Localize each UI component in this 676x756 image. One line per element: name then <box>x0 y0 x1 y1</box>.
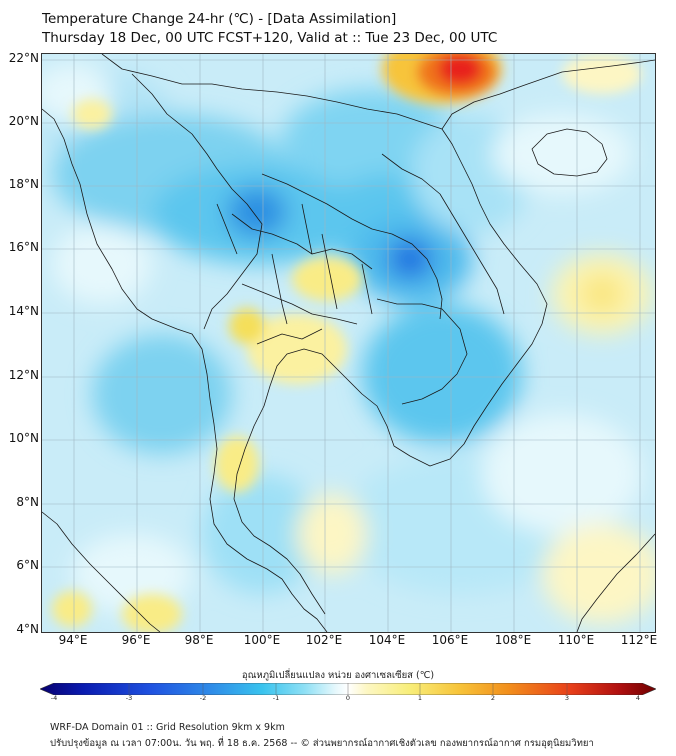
colorbar-tick: -2 <box>199 694 207 702</box>
colorbar-tick: 3 <box>564 694 570 702</box>
colorbar-tick: -4 <box>50 694 58 702</box>
coastline-sumatra <box>42 511 161 632</box>
colorbar-tick: 1 <box>417 694 423 702</box>
border-china <box>101 54 443 130</box>
lon-label-96e: 96°E <box>121 633 151 647</box>
lat-label-16n: 16°N <box>8 240 39 254</box>
lon-label-98e: 98°E <box>184 633 214 647</box>
map-title: Temperature Change 24-hr (℃) - [Data Ass… <box>42 11 397 27</box>
colorbar-tick: 2 <box>490 694 496 702</box>
graticule <box>42 54 655 632</box>
border-myanmar <box>131 73 263 330</box>
lat-label-18n: 18°N <box>8 177 39 191</box>
map-canvas <box>42 54 655 632</box>
footer-credit: ปรับปรุงข้อมูล ณ เวลา 07:00น. วัน พฤ. ที… <box>50 738 594 749</box>
colorbar-tick: 0 <box>345 694 351 702</box>
colorbar-title: อุณหภูมิเปลี่ยนแปลง หน่วย องศาเซลเซียส (… <box>241 670 435 681</box>
border-laos <box>261 173 443 320</box>
lat-label-10n: 10°N <box>8 431 39 445</box>
border-vietnam <box>381 153 505 315</box>
map-subtitle: Thursday 18 Dec, 00 UTC FCST+120, Valid … <box>42 30 498 46</box>
lon-label-110e: 110°E <box>557 633 595 647</box>
lat-label-22n: 22°N <box>8 51 39 65</box>
thai-provinces <box>216 203 373 345</box>
lon-label-104e: 104°E <box>368 633 406 647</box>
colorbar-tick: 4 <box>635 694 641 702</box>
lat-label-14n: 14°N <box>8 304 39 318</box>
colorbar <box>39 680 657 696</box>
border-cambodia <box>376 298 468 405</box>
coastline-mainland <box>42 59 655 632</box>
lon-label-108e: 108°E <box>494 633 532 647</box>
lon-label-112e: 112°E <box>620 633 658 647</box>
lat-label-6n: 6°N <box>16 558 39 572</box>
lon-label-106e: 106°E <box>431 633 469 647</box>
lon-label-94e: 94°E <box>58 633 88 647</box>
footer-model-info: WRF-DA Domain 01 :: Grid Resolution 9km … <box>50 722 285 733</box>
coastline-borneo <box>576 533 655 632</box>
lat-label-8n: 8°N <box>16 495 39 509</box>
temperature-change-map <box>41 53 656 633</box>
colorbar-tick: -3 <box>125 694 133 702</box>
lat-label-12n: 12°N <box>8 368 39 382</box>
lon-label-100e: 100°E <box>243 633 281 647</box>
colorbar-tick: -1 <box>272 694 280 702</box>
coastlines-and-borders <box>42 54 655 632</box>
coastline-hainan <box>531 128 608 177</box>
lon-label-102e: 102°E <box>305 633 343 647</box>
lat-label-20n: 20°N <box>8 114 39 128</box>
lat-label-4n: 4°N <box>16 622 39 636</box>
